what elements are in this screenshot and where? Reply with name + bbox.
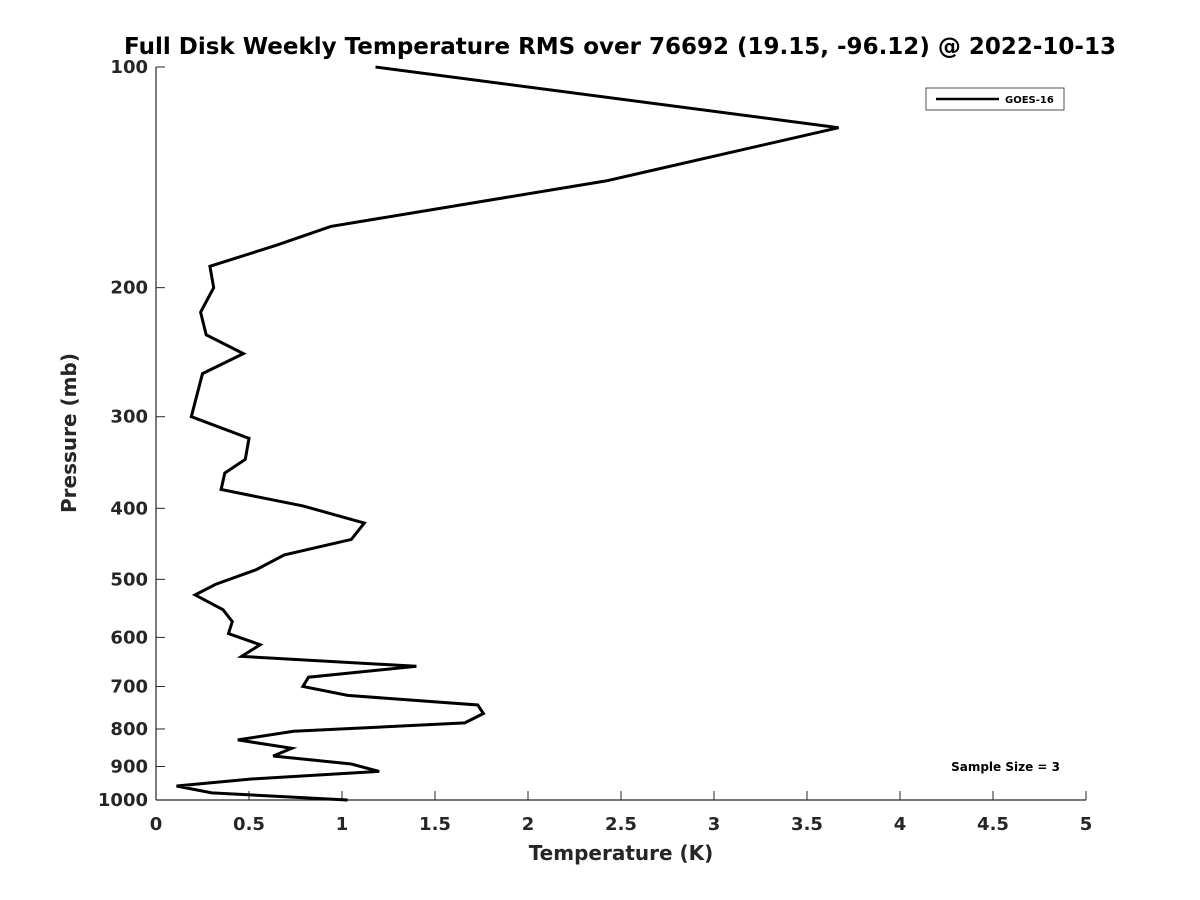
x-tick-label: 2.5 bbox=[605, 814, 637, 835]
y-tick-label: 400 bbox=[110, 498, 148, 519]
x-tick-label: 3.5 bbox=[791, 814, 823, 835]
x-axis-label: Temperature (K) bbox=[529, 841, 714, 865]
y-tick-label: 200 bbox=[110, 278, 148, 299]
x-tick-label: 1.5 bbox=[419, 814, 451, 835]
x-tick-label: 3 bbox=[708, 814, 721, 835]
series-layer bbox=[176, 65, 839, 802]
x-tick-label: 0.5 bbox=[233, 814, 265, 835]
chart-title: Full Disk Weekly Temperature RMS over 76… bbox=[124, 34, 1116, 60]
y-tick-label: 800 bbox=[110, 719, 148, 740]
x-tick-label: 4.5 bbox=[977, 814, 1009, 835]
x-tick-label: 4 bbox=[894, 814, 907, 835]
x-tick-label: 2 bbox=[522, 814, 535, 835]
legend-label-goes-16: GOES-16 bbox=[1005, 95, 1054, 106]
legend: GOES-16 bbox=[925, 87, 1065, 111]
x-ticks: 0 0.5 1 1.5 2 2.5 3 3.5 4 4.5 5 bbox=[150, 791, 1093, 835]
x-tick-label: 0 bbox=[150, 814, 163, 835]
y-tick-label: 600 bbox=[110, 627, 148, 648]
y-tick-label: 100 bbox=[110, 57, 148, 78]
y-tick-label: 1000 bbox=[98, 790, 148, 811]
series-line-goes-16 bbox=[176, 65, 839, 802]
y-tick-label: 300 bbox=[110, 407, 148, 428]
y-tick-label: 700 bbox=[110, 676, 148, 697]
y-axis-label: Pressure (mb) bbox=[57, 353, 81, 513]
x-tick-label: 1 bbox=[336, 814, 349, 835]
y-tick-label: 900 bbox=[110, 756, 148, 777]
y-tick-label: 500 bbox=[110, 569, 148, 590]
y-ticks: 100 200 300 400 500 600 700 800 900 1000 bbox=[98, 57, 165, 811]
sample-size-note: Sample Size = 3 bbox=[951, 760, 1060, 774]
x-tick-label: 5 bbox=[1080, 814, 1093, 835]
